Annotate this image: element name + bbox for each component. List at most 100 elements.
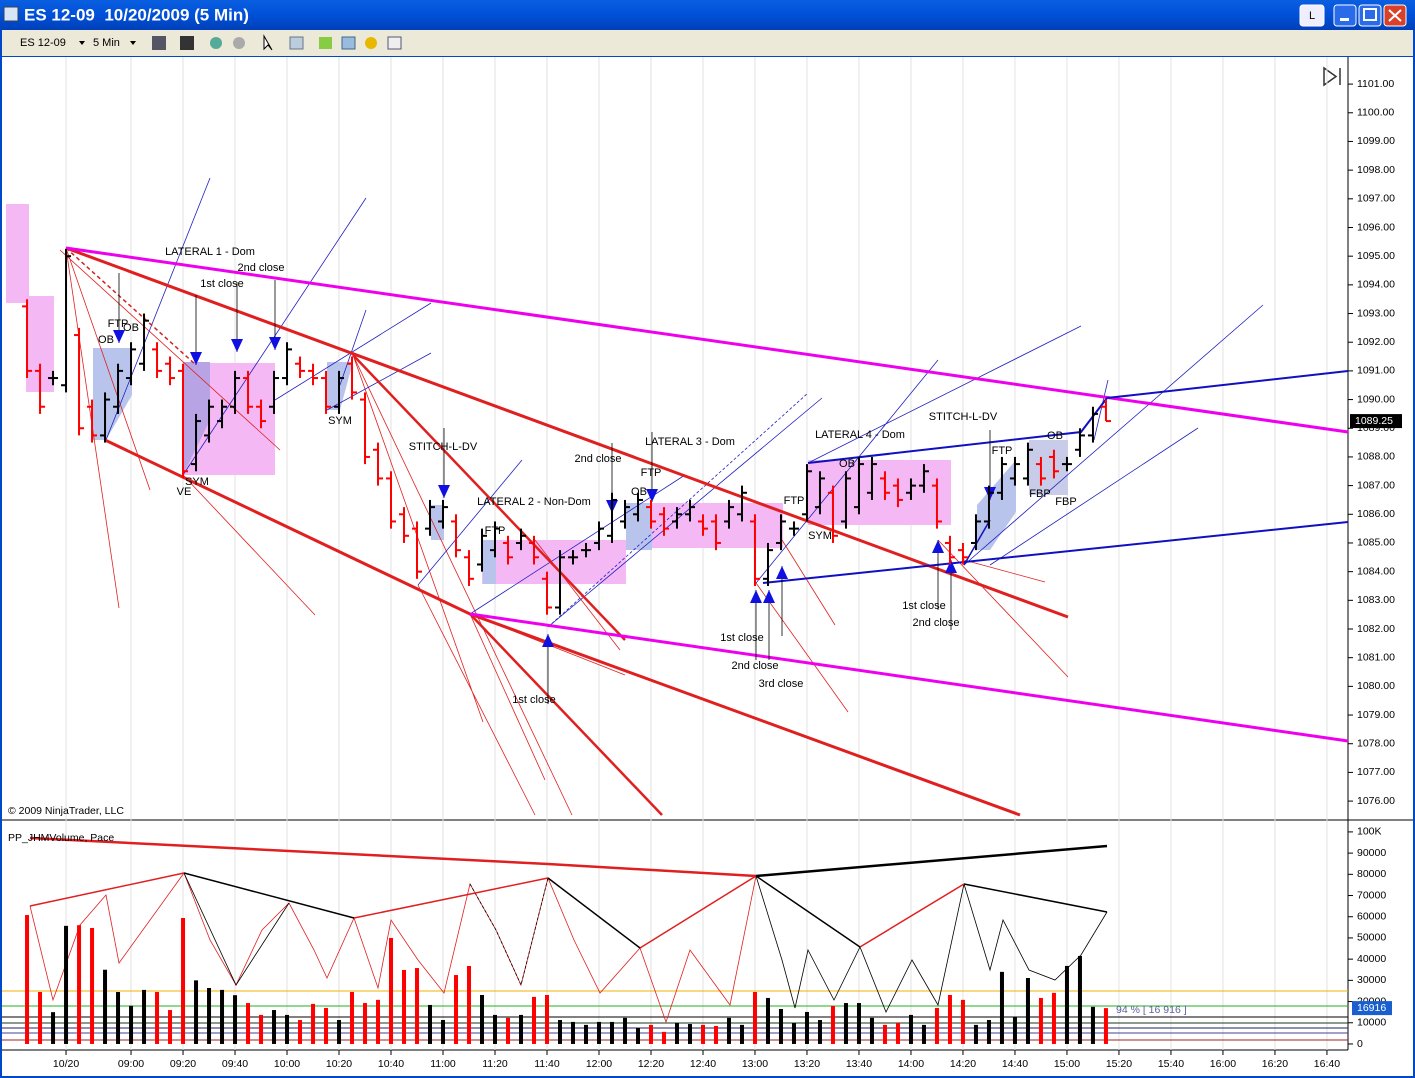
y-tick-label: 1097.00	[1357, 193, 1395, 205]
indicators-icon[interactable]	[341, 36, 356, 50]
x-tick-label: 13:00	[742, 1058, 768, 1070]
x-tick-label: 14:20	[950, 1058, 976, 1070]
annotation: STITCH-L-DV	[929, 411, 998, 423]
strategies-icon[interactable]	[365, 37, 377, 49]
x-tick-label: 13:20	[794, 1058, 820, 1070]
volume-bar	[493, 1014, 498, 1044]
trend	[755, 875, 861, 948]
x-tick-label: 10:00	[274, 1058, 300, 1070]
volume-bar	[324, 1007, 329, 1044]
annotation: OB	[98, 334, 114, 346]
annotation: FBP	[1055, 496, 1076, 508]
annotation: 2nd close	[237, 262, 284, 274]
volume-bar	[1103, 1008, 1108, 1044]
y-tick-label: 1082.00	[1357, 623, 1395, 635]
y-tick-label: 0	[1357, 1038, 1363, 1050]
x-tick-label: 14:00	[898, 1058, 924, 1070]
instrument-select[interactable]: ES 12-09	[20, 37, 66, 49]
y-tick-label: 30000	[1357, 974, 1386, 986]
volume-bar	[1038, 997, 1043, 1044]
volume-bar	[1077, 955, 1082, 1044]
y-tick-label: 90000	[1357, 847, 1386, 859]
volume-bar	[142, 989, 147, 1044]
list-icon[interactable]	[387, 36, 402, 50]
last-price-box	[1350, 414, 1402, 429]
zoom-in-icon[interactable]	[210, 37, 222, 49]
volume-bar	[843, 1003, 848, 1044]
bars-icon[interactable]	[152, 36, 166, 50]
arrow-head	[932, 540, 944, 553]
arrow-head	[113, 330, 125, 343]
volume-bar	[804, 1011, 809, 1044]
volume-bar	[817, 1020, 822, 1044]
volume-bar	[272, 1010, 277, 1044]
y-tick-label: 1078.00	[1357, 738, 1395, 750]
trend	[183, 872, 355, 919]
data-box-icon[interactable]	[289, 36, 304, 50]
volume-bar	[259, 1014, 264, 1044]
volume-bar	[389, 937, 394, 1044]
trend	[859, 883, 965, 948]
volume-bar	[181, 918, 186, 1044]
y-tick-label: 1091.00	[1357, 365, 1395, 377]
annotation: VE	[177, 486, 192, 498]
y-tick-label: 40000	[1357, 953, 1386, 965]
x-tick-label: 16:40	[1314, 1058, 1340, 1070]
y-tick-label: 1083.00	[1357, 594, 1395, 606]
properties-icon[interactable]	[319, 37, 332, 49]
x-tick-label: 09:40	[222, 1058, 248, 1070]
volume-bar	[635, 1028, 640, 1044]
annotation: SYM	[185, 476, 209, 488]
x-tick-label: 09:20	[170, 1058, 196, 1070]
zoom-out-icon[interactable]	[233, 37, 245, 49]
pointer-icon[interactable]	[263, 34, 273, 51]
y-tick-label: 1093.00	[1357, 307, 1395, 319]
l-button-label[interactable]: L	[1309, 10, 1315, 22]
volume-bar	[1064, 965, 1069, 1044]
toolbar-icons[interactable]	[152, 34, 402, 51]
y-tick-label: 1076.00	[1357, 795, 1395, 807]
y-tick-label: 1086.00	[1357, 508, 1395, 520]
minimize-button[interactable]	[1333, 4, 1357, 27]
volume-bar	[544, 994, 549, 1044]
y-tick-label: 10000	[1357, 1017, 1386, 1029]
volume-bar	[363, 1003, 368, 1044]
annotation: LATERAL 3 - Dom	[645, 436, 735, 448]
dropdown-arrow[interactable]	[79, 41, 85, 45]
x-tick-label: 11:40	[534, 1058, 560, 1070]
y-tick-label: 1079.00	[1357, 709, 1395, 721]
annotation: FTP	[992, 445, 1013, 457]
volume-bar	[908, 1014, 913, 1044]
annotation: OB	[1047, 430, 1063, 442]
x-tick-label: 10:20	[326, 1058, 352, 1070]
annotation: FTP	[641, 467, 662, 479]
annotation: 2nd close	[731, 660, 778, 672]
zone	[6, 204, 29, 303]
chart-area	[2, 57, 1413, 1076]
indicator-title: PP_JHMVolume, Pace	[8, 832, 114, 844]
volume-bar	[999, 971, 1004, 1044]
interval-select[interactable]: 5 Min	[93, 37, 120, 49]
last-price-label: 1089.25	[1355, 415, 1393, 427]
y-tick-label: 1080.00	[1357, 680, 1395, 692]
x-tick-label: 14:40	[1002, 1058, 1028, 1070]
volume-bar	[285, 1014, 290, 1044]
y-tick-label: 100K	[1357, 826, 1382, 838]
dropdown-arrow[interactable]	[130, 41, 136, 45]
volume-bar	[350, 992, 355, 1044]
volume-bar	[220, 989, 225, 1044]
y-tick-label: 1098.00	[1357, 164, 1395, 176]
l-button[interactable]	[1299, 4, 1325, 27]
volume-bar	[1090, 1006, 1095, 1044]
y-tick-label: 1099.00	[1357, 135, 1395, 147]
volume-bar	[311, 1003, 316, 1044]
trend	[963, 883, 1108, 913]
y-tick-label: 1081.00	[1357, 651, 1395, 663]
zigzag	[29, 872, 757, 1024]
volume-bar	[233, 995, 238, 1044]
volume-bar	[687, 1024, 692, 1044]
y-tick-label: 1095.00	[1357, 250, 1395, 262]
scroll-end-icon[interactable]	[1323, 66, 1341, 87]
draw-icon[interactable]	[180, 36, 194, 50]
volume-bar	[103, 969, 108, 1044]
